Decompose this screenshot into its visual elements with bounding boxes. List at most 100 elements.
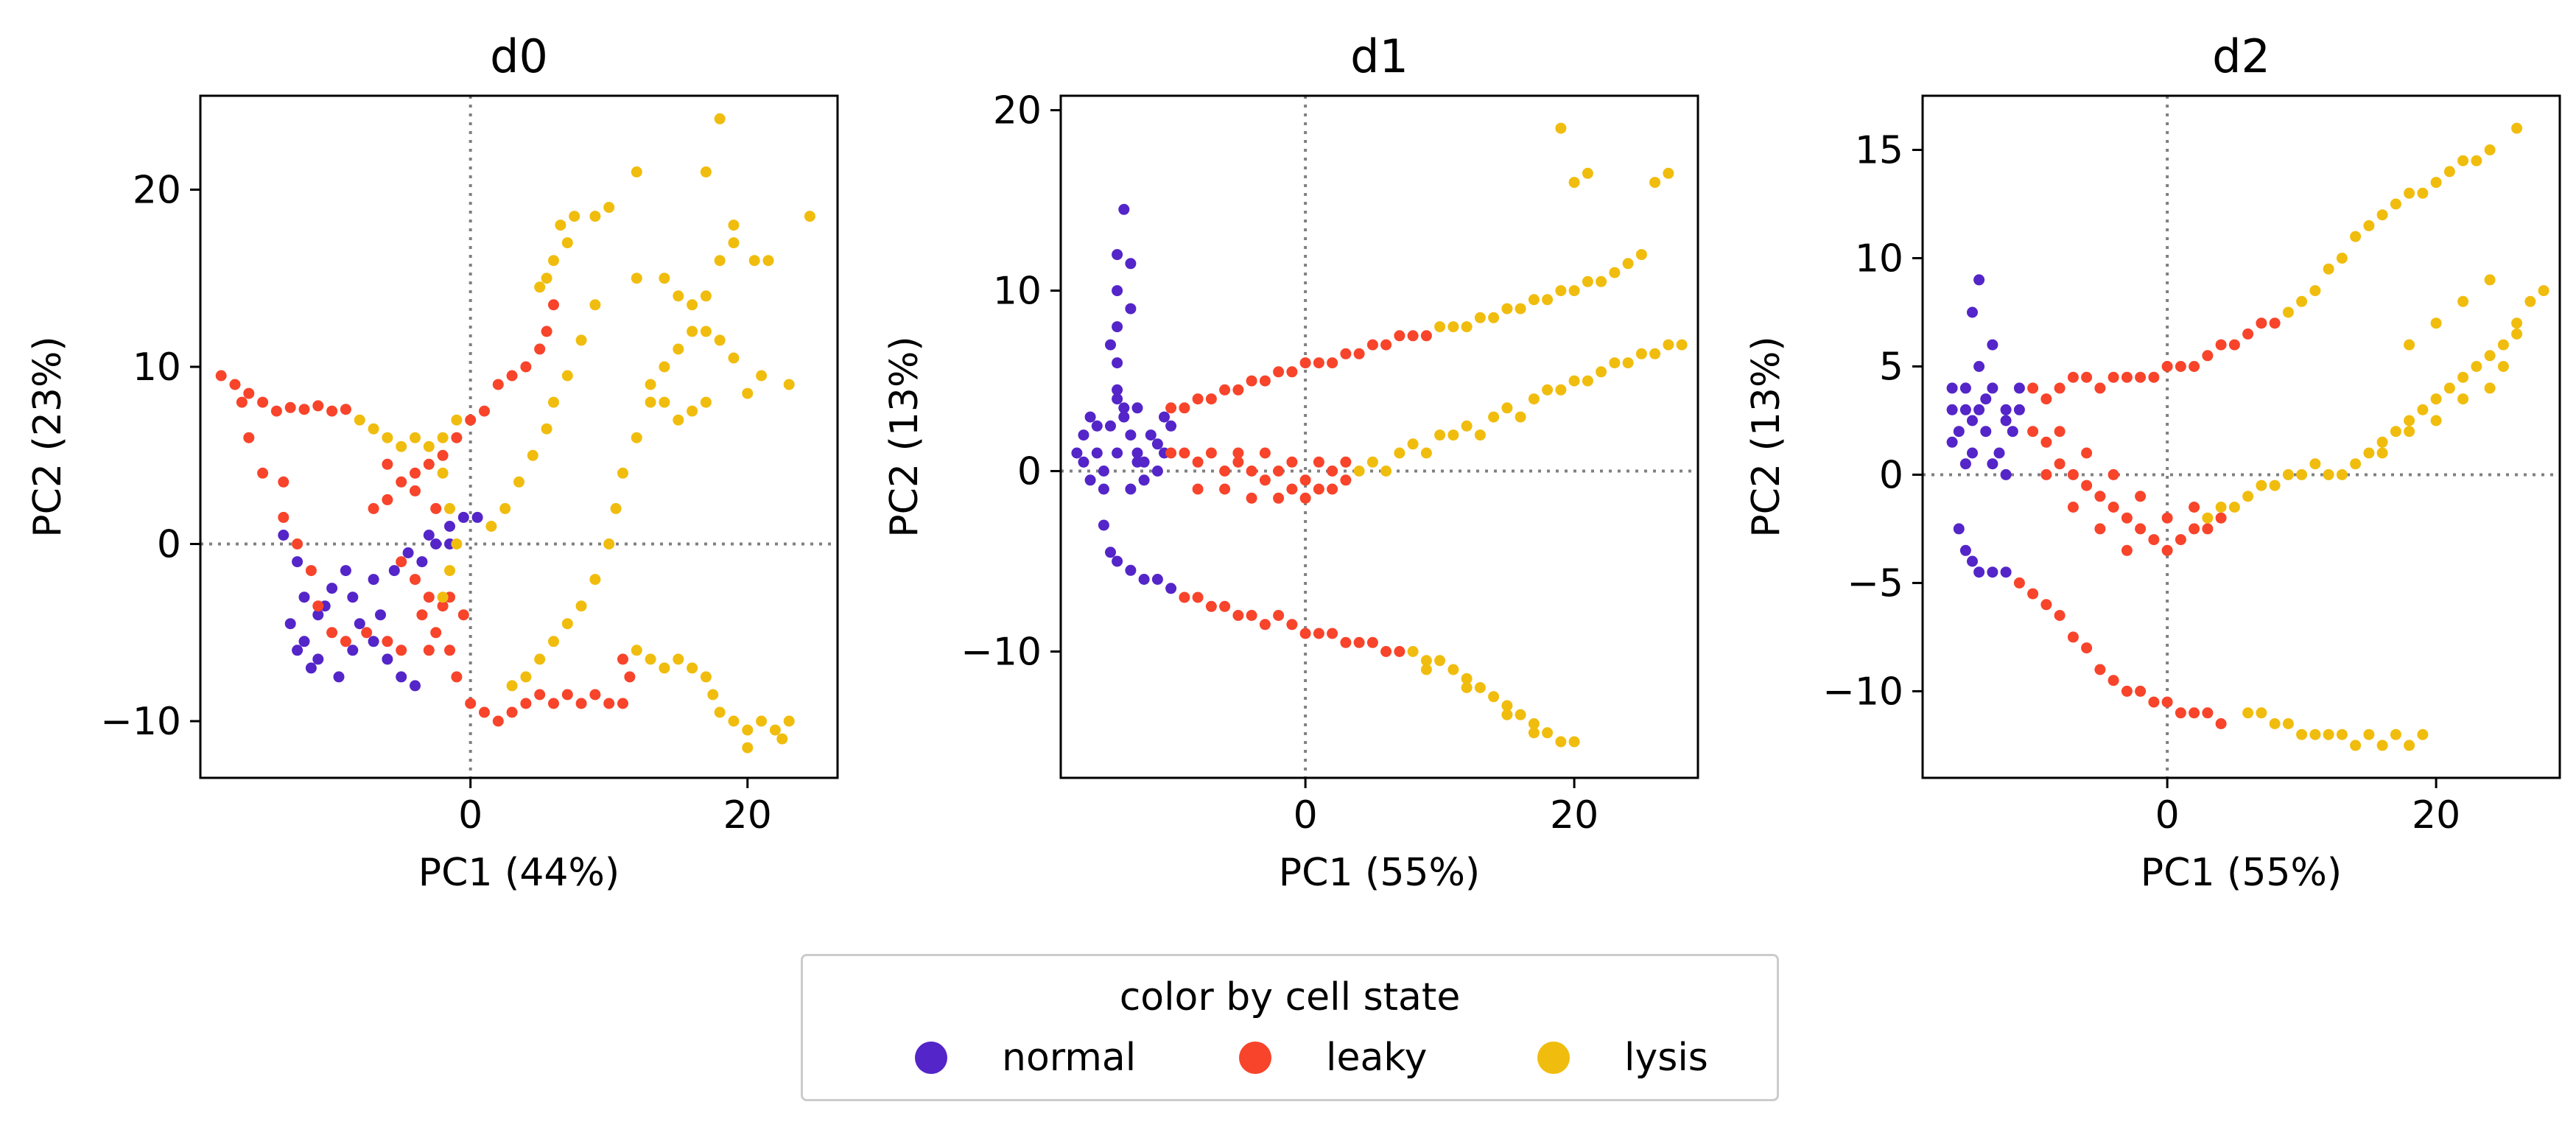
point-leaky (2027, 382, 2039, 394)
point-normal (1071, 447, 1083, 459)
y-axis-label: PC2 (13%) (1744, 336, 1789, 537)
point-lysis (714, 334, 726, 346)
point-leaky (2054, 458, 2066, 470)
point-leaky (1340, 456, 1352, 468)
point-lysis (2457, 371, 2469, 383)
y-tick-label: 20 (133, 168, 181, 212)
point-leaky (243, 432, 255, 443)
point-leaky (416, 609, 428, 621)
point-lysis (2350, 740, 2362, 751)
point-lysis (2443, 382, 2455, 394)
point-normal (278, 530, 289, 541)
point-leaky (410, 485, 421, 496)
point-normal (1959, 404, 1971, 415)
point-leaky (548, 698, 559, 709)
point-lysis (368, 423, 379, 435)
point-leaky (2108, 468, 2119, 480)
point-lysis (2524, 295, 2536, 307)
point-normal (1993, 447, 2005, 459)
point-leaky (1340, 348, 1352, 359)
point-leaky (326, 405, 338, 417)
point-normal (410, 680, 421, 692)
legend-label-lysis: lysis (1624, 1036, 1708, 1080)
point-normal (1159, 411, 1170, 423)
panel-d2: 0 20 −10 −5 0 5 10 15 d2 PC1 (55%) PC2 (13%) (1744, 29, 2561, 895)
point-leaky (1246, 492, 1257, 504)
point-lysis (437, 591, 449, 603)
point-lysis (687, 662, 698, 674)
point-leaky (451, 432, 463, 443)
point-lysis (714, 113, 726, 124)
point-lysis (2242, 707, 2254, 719)
point-leaky (1232, 384, 1244, 396)
point-leaky (1327, 357, 1338, 369)
point-lysis (2417, 187, 2429, 199)
point-lysis (631, 645, 642, 656)
point-leaky (1327, 466, 1338, 477)
point-lysis (2282, 306, 2294, 318)
point-leaky (2121, 371, 2133, 383)
point-lysis (1434, 429, 1446, 441)
point-lysis (2296, 728, 2308, 740)
y-tick-label: 10 (133, 345, 181, 390)
point-leaky (368, 502, 379, 514)
point-lysis (1515, 303, 1526, 315)
point-lysis (561, 370, 573, 382)
point-lysis (1515, 411, 1526, 423)
series-leaky (1165, 330, 1432, 657)
point-lysis (2497, 339, 2509, 351)
point-lysis (2323, 728, 2334, 740)
point-normal (1973, 361, 1985, 372)
point-lysis (2363, 220, 2375, 231)
point-leaky (2228, 339, 2240, 351)
point-lysis (451, 414, 463, 426)
point-leaky (312, 600, 324, 612)
point-lysis (2323, 263, 2334, 275)
point-leaky (617, 653, 628, 665)
point-lysis (548, 636, 559, 647)
point-normal (1967, 555, 1978, 567)
point-lysis (659, 361, 670, 373)
point-lysis (659, 396, 670, 408)
point-normal (1131, 447, 1143, 459)
point-lysis (2376, 740, 2388, 751)
point-lysis (2404, 187, 2415, 199)
point-leaky (2094, 382, 2106, 394)
point-leaky (1299, 492, 1311, 504)
point-leaky (2040, 436, 2052, 448)
y-tick-label: 5 (1879, 345, 1903, 389)
x-tick-label: 0 (1294, 793, 1318, 838)
point-leaky (541, 326, 552, 337)
point-normal (1967, 415, 1978, 426)
y-tick-label: 15 (1855, 128, 1903, 172)
point-lysis (2350, 231, 2362, 242)
point-lysis (2282, 718, 2294, 729)
point-normal (1973, 274, 1985, 286)
point-lysis (1407, 646, 1419, 657)
point-lysis (1528, 718, 1540, 729)
point-lysis (2376, 209, 2388, 221)
point-lysis (2443, 166, 2455, 178)
point-leaky (2189, 523, 2200, 535)
point-normal (1098, 519, 1109, 531)
y-tick-label: −10 (961, 631, 1042, 675)
point-leaky (1353, 348, 1365, 359)
point-leaky (2215, 718, 2227, 729)
point-leaky (1273, 610, 1285, 621)
point-lysis (2323, 468, 2334, 480)
point-lysis (707, 689, 719, 701)
point-lysis (410, 432, 421, 443)
point-lysis (1555, 736, 1567, 748)
point-lysis (2256, 707, 2267, 719)
point-leaky (2256, 317, 2267, 329)
point-lysis (534, 653, 546, 665)
point-lysis (444, 502, 455, 514)
point-leaky (1286, 483, 1298, 495)
point-lysis (687, 405, 698, 417)
point-lysis (1622, 258, 1634, 270)
point-lysis (742, 724, 754, 736)
point-leaky (492, 715, 504, 727)
point-leaky (2202, 707, 2214, 719)
y-tick-label: 10 (1855, 236, 1903, 281)
point-leaky (1219, 384, 1231, 396)
